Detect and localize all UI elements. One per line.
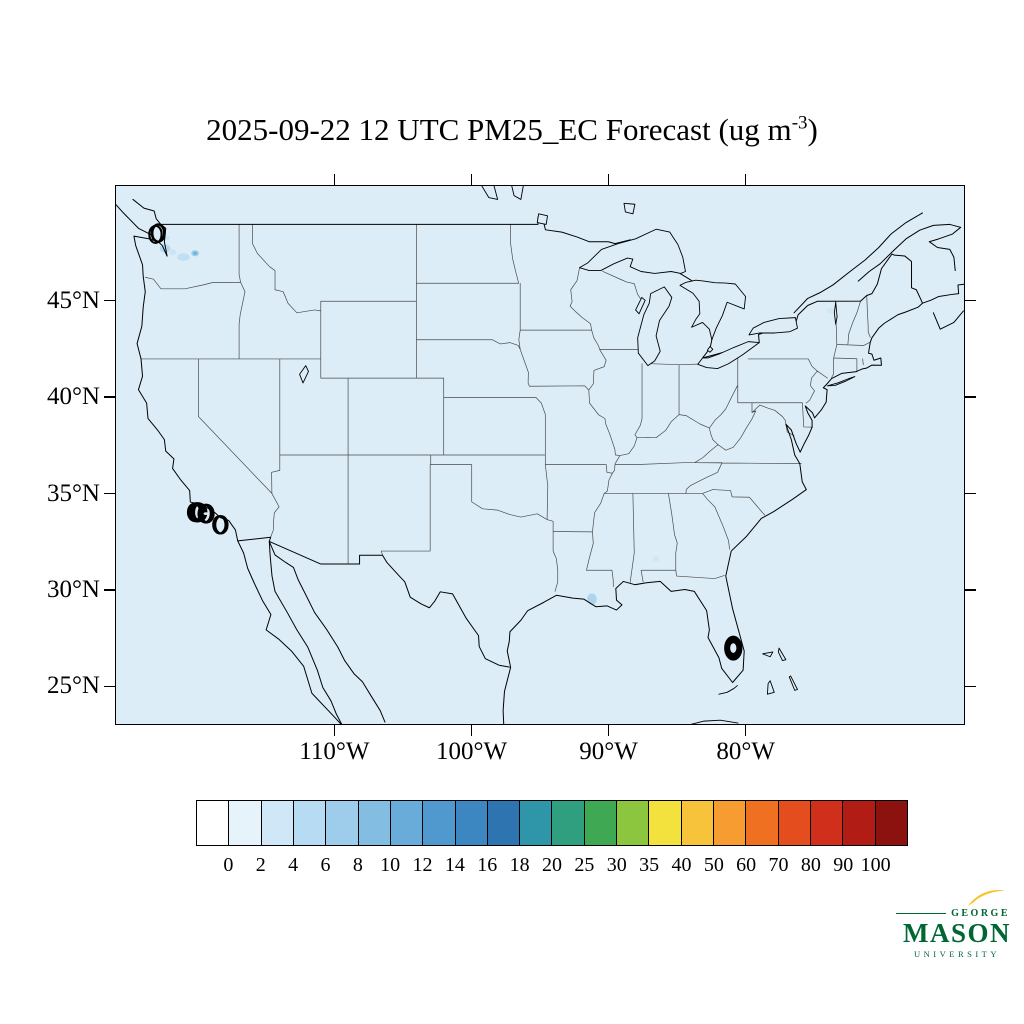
colorbar-cell: [229, 801, 262, 845]
axis-tick: [965, 589, 976, 591]
plot-title: 2025-09-22 12 UTC PM25_EC Forecast (ug m…: [0, 112, 1024, 148]
lat-tick-label: 30°N: [46, 576, 100, 603]
colorbar-cell: [778, 801, 811, 845]
colorbar-tick-label: 50: [703, 854, 724, 876]
state-borders: [141, 224, 870, 591]
axis-tick: [965, 299, 976, 302]
colorbar: [196, 800, 908, 846]
lat-tick-label: 45°N: [46, 286, 100, 314]
colorbar-tick-label: 2: [255, 854, 266, 876]
axis-tick: [744, 725, 747, 736]
colorbar-tick-label: 0: [223, 854, 234, 876]
lon-tick-label: 100°W: [435, 738, 508, 765]
mexico-coastline: [238, 541, 511, 724]
colorbar-tick-label: 80: [800, 854, 821, 876]
colorbar-cell: [487, 801, 521, 845]
colorbar-tick-label: 30: [606, 854, 627, 876]
lon-tick-label: 90°W: [579, 738, 638, 765]
lat-tick-label: 25°N: [46, 672, 100, 700]
gmu-gold-swoosh-icon: [967, 890, 1006, 907]
gmu-university-text: UNIVERSITY: [914, 949, 1000, 959]
lakes: [300, 186, 837, 661]
axis-tick: [104, 685, 115, 688]
colorbar-tick-label: 4: [288, 854, 299, 876]
colorbar-cell: [261, 801, 294, 845]
colorbar-tick-label: 20: [542, 854, 562, 876]
colorbar-tick-label: 70: [768, 854, 789, 876]
colorbar-cell: [423, 801, 456, 845]
axis-tick: [104, 396, 115, 398]
axis-tick: [470, 174, 473, 185]
axis-tick: [965, 396, 976, 398]
colorbar-cell: [649, 801, 682, 845]
colorbar-cell: [455, 801, 488, 845]
gmu-rule: [896, 912, 947, 915]
axis-tick: [965, 685, 976, 688]
colorbar-tick-label: 18: [509, 854, 530, 876]
axis-tick: [965, 492, 976, 495]
axis-tick: [470, 725, 473, 736]
colorbar-tick-label: 8: [352, 854, 363, 876]
colorbar-tick-label: 60: [736, 854, 757, 876]
canada-coastline: [116, 199, 964, 329]
colorbar-tick-label: 14: [444, 854, 465, 876]
colorbar-tick-label: 12: [412, 854, 433, 876]
map-panel: [115, 185, 965, 725]
conus-outline: [134, 217, 923, 682]
colorbar-cell: [520, 801, 553, 845]
plot-title-close: ): [807, 112, 818, 147]
colorbar-cell: [552, 801, 585, 845]
colorbar-cell: [617, 801, 650, 845]
colorbar-tick-label: 40: [671, 854, 692, 876]
colorbar-cell: [843, 801, 876, 845]
colorbar-tick-label: 100: [860, 854, 891, 876]
plot-title-exponent: -3: [791, 112, 808, 134]
colorbar-cell: [390, 801, 424, 845]
axis-tick: [744, 174, 747, 185]
axis-tick: [104, 589, 115, 591]
colorbar-cell: [358, 801, 391, 845]
colorbar-cell: [197, 801, 230, 845]
colorbar-tick-label: 35: [639, 854, 660, 876]
axis-tick: [607, 174, 610, 185]
colorbar-tick-label: 16: [477, 854, 498, 876]
gmu-george-text: GEORGE: [951, 908, 1010, 919]
lat-tick-label: 35°N: [46, 479, 100, 507]
lon-tick-label: 110°W: [299, 738, 370, 765]
islands: [148, 223, 854, 724]
colorbar-cell: [681, 801, 714, 845]
colorbar-cell: [810, 801, 844, 845]
axis-tick: [607, 725, 610, 736]
colorbar-cell: [293, 801, 327, 845]
gmu-mason-text: MASON: [903, 918, 1011, 948]
axis-tick: [104, 492, 115, 495]
plot-title-text: 2025-09-22 12 UTC PM25_EC Forecast (ug m: [206, 112, 792, 147]
colorbar-cell: [746, 801, 779, 845]
colorbar-cell: [326, 801, 359, 845]
axis-tick: [333, 174, 336, 185]
us-map-svg: [116, 186, 964, 724]
colorbar-tick-label: 10: [380, 854, 401, 876]
colorbar-tick-label: 25: [574, 854, 595, 876]
axis-tick: [104, 299, 115, 302]
colorbar-cell: [714, 801, 747, 845]
lon-tick-label: 80°W: [716, 738, 775, 765]
pm25-data-patches: [159, 235, 836, 605]
colorbar-cell: [584, 801, 618, 845]
axis-tick: [333, 725, 336, 736]
lat-tick-label: 40°N: [46, 383, 100, 411]
colorbar-cell: [875, 801, 907, 845]
colorbar-tick-label: 6: [320, 854, 331, 876]
colorbar-tick-label: 90: [833, 854, 854, 876]
gmu-logo: GEORGE MASON UNIVERSITY: [896, 888, 1018, 959]
